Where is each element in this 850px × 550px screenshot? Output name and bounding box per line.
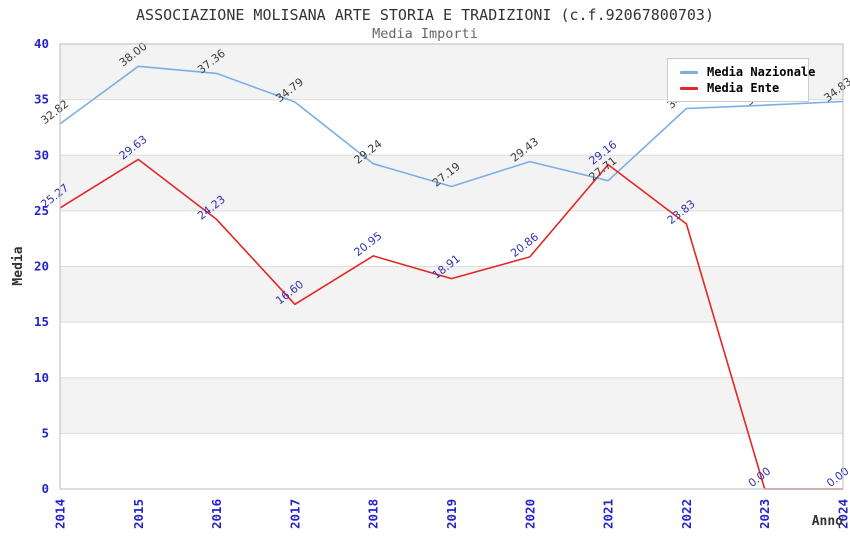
x-tick-label: 2019 <box>444 499 459 529</box>
plot-band <box>60 99 843 156</box>
chart-title: ASSOCIAZIONE MOLISANA ARTE STORIA E TRAD… <box>136 6 714 24</box>
x-tick-label: 2023 <box>757 499 772 529</box>
series-line-media-nazionale <box>59 65 844 188</box>
plot-band <box>60 155 843 211</box>
x-tick-label: 2014 <box>53 499 68 529</box>
y-tick-label: 25 <box>34 203 49 218</box>
plot-band <box>60 210 843 267</box>
series-line-media-ente <box>59 158 843 490</box>
y-tick-label: 40 <box>34 36 49 51</box>
plot-band <box>60 433 843 489</box>
x-tick-label: 2021 <box>601 499 616 529</box>
legend-line-sample-red <box>680 86 698 90</box>
legend-box: Media Nazionale Media Ente <box>667 58 815 102</box>
legend-item-media-ente: Media Ente <box>680 80 798 96</box>
plot-band <box>60 322 843 378</box>
x-tick-label: 2024 <box>836 499 850 529</box>
plot-band <box>60 266 843 323</box>
x-tick-label: 2015 <box>131 499 146 529</box>
x-tick-label: 2017 <box>287 499 302 529</box>
plot-border <box>59 43 844 490</box>
y-axis-title: Media <box>11 246 26 285</box>
legend-label: Media Ente <box>707 81 780 95</box>
x-tick-label: 2022 <box>679 499 694 529</box>
plot-band <box>60 377 843 434</box>
x-tick-label: 2018 <box>366 499 381 529</box>
chart-subtitle: Media Importi <box>372 26 478 42</box>
legend-item-media-nazionale: Media Nazionale <box>680 64 815 80</box>
y-tick-label: 15 <box>34 314 49 329</box>
legend-line-sample-blue <box>680 70 698 74</box>
x-tick-label: 2016 <box>209 499 224 529</box>
y-tick-label: 30 <box>34 147 49 162</box>
y-tick-label: 20 <box>34 259 49 274</box>
y-tick-label: 10 <box>34 370 49 385</box>
y-tick-label: 0 <box>41 481 49 496</box>
legend-label: Media Nazionale <box>707 65 816 79</box>
y-tick-label: 5 <box>41 425 49 440</box>
y-tick-label: 35 <box>34 92 49 107</box>
x-axis-title: Anno <box>812 514 843 529</box>
x-tick-label: 2020 <box>522 499 537 529</box>
